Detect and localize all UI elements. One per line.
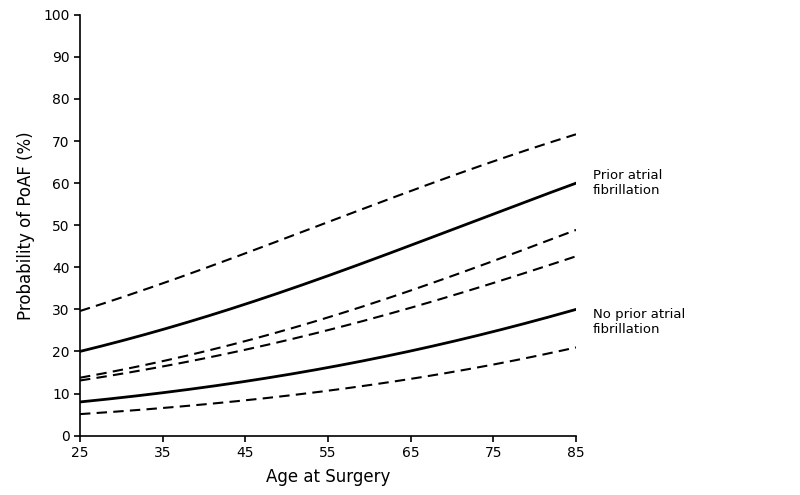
Text: No prior atrial
fibrillation: No prior atrial fibrillation (593, 308, 685, 336)
Text: Prior atrial
fibrillation: Prior atrial fibrillation (593, 169, 662, 197)
Y-axis label: Probability of PoAF (%): Probability of PoAF (%) (17, 131, 35, 320)
X-axis label: Age at Surgery: Age at Surgery (266, 468, 390, 487)
